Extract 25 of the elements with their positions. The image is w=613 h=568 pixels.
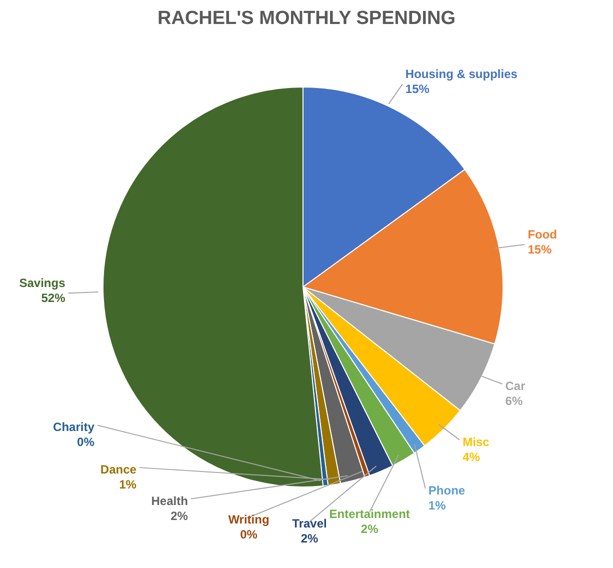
data-label: 2% <box>170 508 188 523</box>
data-label: 4% <box>462 450 480 464</box>
slice-label: Phone <box>428 483 466 498</box>
slice-label: Charity <box>53 420 95 434</box>
slice-label: Misc <box>462 434 490 449</box>
slice-label: Health <box>151 494 188 508</box>
data-label: 0% <box>240 527 258 542</box>
slice-label: Car <box>505 379 526 394</box>
data-label: 52% <box>41 291 66 306</box>
slice-label: Food <box>528 228 558 242</box>
data-label: 2% <box>300 532 319 546</box>
slice-label: Housing & supplies <box>405 67 518 82</box>
slice-label: Travel <box>292 516 327 531</box>
data-label: 1% <box>119 478 137 492</box>
data-label: 6% <box>505 394 523 408</box>
slice-label: Dance <box>100 462 137 477</box>
slice-label: Writing <box>228 512 270 526</box>
data-label: 1% <box>428 498 446 512</box>
slice-label: Entertainment <box>329 506 410 521</box>
chart-title: RACHEL'S MONTHLY SPENDING <box>156 8 456 30</box>
data-label: 2% <box>360 522 379 536</box>
slice-label: Savings <box>19 276 66 290</box>
data-label: 15% <box>528 242 552 257</box>
data-label: 0% <box>77 435 95 450</box>
data-label: 15% <box>405 82 430 96</box>
